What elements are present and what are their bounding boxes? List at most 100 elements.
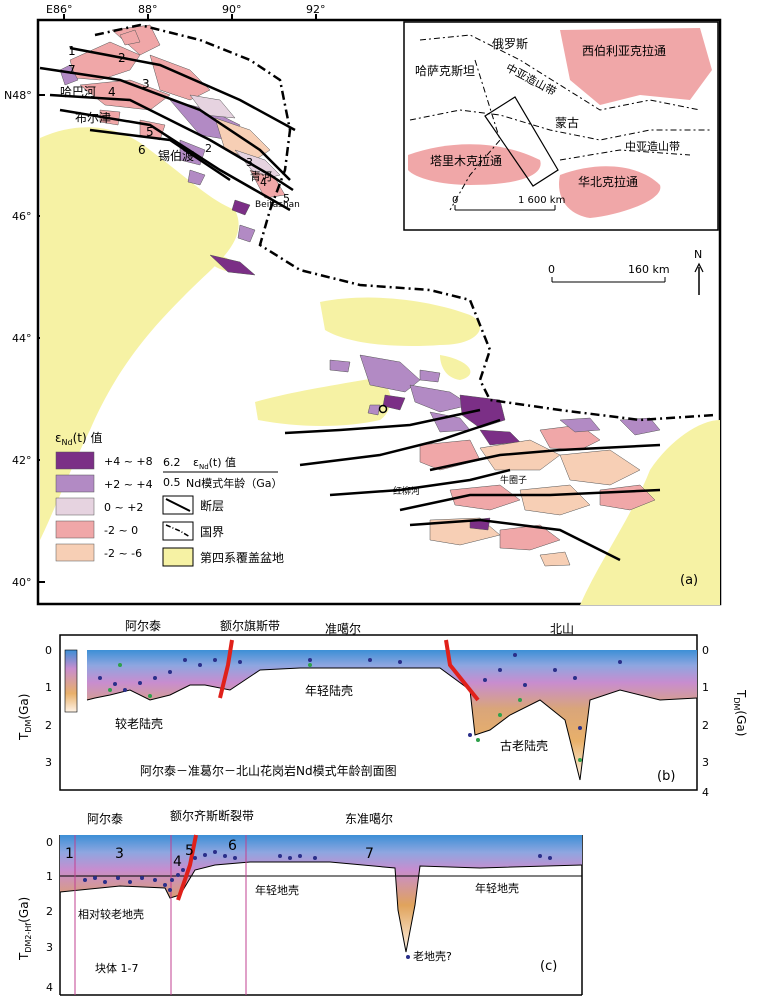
legend-sample-bot: 0.5 [163,476,181,489]
svg-text:4: 4 [702,786,709,799]
svg-text:0: 0 [46,836,53,849]
legend-basin-label: 第四系覆盖盆地 [200,551,284,565]
block-number: 1 [65,846,74,862]
svg-text:N: N [694,248,702,261]
crust-profile-line [59,861,583,953]
svg-text:160 km: 160 km [628,263,670,276]
place-label: 锡伯渡 [158,148,194,163]
svg-text:0: 0 [702,644,709,657]
inset-label: 俄罗斯 [492,37,528,51]
crust-profile-line [86,667,698,781]
legend-sample-top: 6.2 [163,456,181,469]
y-axis-label-right: TDM(Ga) [732,689,748,736]
legend-item-label: 0 ~ +2 [104,501,143,514]
place-label: 红柳河 [393,485,420,497]
fault-number: 2 [118,51,126,65]
sample-points [98,653,622,737]
panel-label: (a) [680,573,698,588]
legend-title: εNd(t) 值 [55,430,102,447]
legend-fault-label: 断层 [200,498,224,513]
top-tick-label: 88° [138,3,158,16]
place-label: 布尔津 [75,110,111,125]
left-tick-label: 44° [12,332,32,345]
legend-item-label: -2 ~ 0 [104,524,138,537]
svg-text:1 600 km: 1 600 km [518,195,565,206]
legend: εNd(t) 值 +4 ~ +8 +2 ~ +4 0 ~ +2 -2 ~ 0 -… [55,430,284,567]
crust-profile-fill [87,650,697,780]
svg-text:2: 2 [45,719,52,732]
suture-line [444,639,480,702]
fault-number: 1 [68,44,76,58]
place-label: Beitashan [255,200,300,210]
fault-number: 6 [138,143,146,157]
block-number: 7 [365,846,374,862]
legend-item-label: -2 ~ -6 [104,547,142,560]
fault-number: 5 [283,192,290,205]
svg-text:3: 3 [46,941,53,954]
top-tick-label: 90° [222,3,242,16]
block-number: 5 [185,843,194,859]
svg-text:3: 3 [45,756,52,769]
y-axis-label: TDM(Ga) [17,694,33,741]
block-dividers [74,835,247,995]
left-tick-label: 40° [12,576,32,589]
blocks-label: 块体 1-7 [95,961,138,975]
inset-label: 蒙古 [555,115,579,130]
inset-map: 0 1 600 km 俄罗斯 哈萨克斯坦 蒙古 西伯利亚克拉通 塔里木克拉通 华… [403,21,719,231]
legend-border-label: 国界 [200,525,224,539]
sample-points [83,850,552,959]
left-tick-label: 46° [12,210,32,223]
svg-text:1: 1 [702,681,709,694]
left-tick-label: N48° [4,89,32,102]
crust-label: 相对较老地壳 [78,907,144,921]
panel-c-section: 阿尔泰 额尔齐斯断裂带 东准噶尔 1 3 4 5 6 7 相对较老地壳 年轻地壳… [17,808,583,996]
fault-number: 4 [260,176,267,189]
region-label: 东准噶尔 [345,811,393,826]
panel-label: (c) [540,959,557,974]
crust-label: 老地壳? [413,949,452,963]
region-label: 准噶尔 [325,621,361,636]
legend-sample-top-label: εNd(t) 值 [193,456,236,471]
color-scale-bar [64,649,78,713]
region-label: 额尔旗斯带 [220,618,280,633]
svg-text:3: 3 [702,756,709,769]
north-arrow-icon: N [694,248,704,295]
fault-number: 2 [205,142,212,155]
svg-text:1: 1 [45,681,52,694]
sample-marker-icon [378,404,388,414]
svg-text:0: 0 [548,263,555,276]
region-label: 北山 [550,622,574,636]
legend-item-label: +2 ~ +4 [104,478,153,491]
left-tick-label: 42° [12,454,32,467]
fault-number: 4 [108,85,116,99]
svg-text:1: 1 [46,870,53,883]
region-label: 阿尔泰 [125,618,161,633]
top-tick-marks [63,14,317,20]
inset-label: 中亚造山带 [625,139,680,153]
svg-text:4: 4 [46,981,53,994]
legend-item-label: +4 ~ +8 [104,455,153,468]
legend-sample-bot-label: Nd模式年龄（Ga） [186,476,282,490]
crust-label: 年轻陆壳 [305,683,353,698]
region-label: 阿尔泰 [87,811,123,826]
place-label: 哈巴河 [60,85,96,99]
panel-b-section: 阿尔泰 额尔旗斯带 准噶尔 北山 较老陆壳 年轻陆壳 古老陆壳 阿尔泰－准葛尔－… [17,618,748,799]
fault-number: 7 [68,63,76,77]
inset-label: 哈萨克斯坦 [415,64,475,78]
place-label: 青河 [250,170,272,183]
fault-line-red [176,834,198,901]
crust-label: 年轻地壳 [255,883,299,897]
fault-number: 5 [146,125,154,139]
block-number: 4 [173,854,182,870]
svg-text:2: 2 [46,905,53,918]
scale-bar: 0 160 km [548,263,670,283]
panel-label: (b) [657,769,675,784]
top-tick-label: E86° [46,3,72,16]
map-panel: E86° 88° 90° 92° N48° 46° 44° 42° 40° 哈巴… [4,3,722,606]
crust-label: 较老陆壳 [115,716,163,731]
region-label: 额尔齐斯断裂带 [170,808,254,823]
fault-number: 3 [142,77,150,91]
section-caption: 阿尔泰－准葛尔－北山花岗岩Nd模式年龄剖面图 [140,763,397,778]
junggar-rock-units [329,354,521,446]
suture-line [218,639,234,699]
